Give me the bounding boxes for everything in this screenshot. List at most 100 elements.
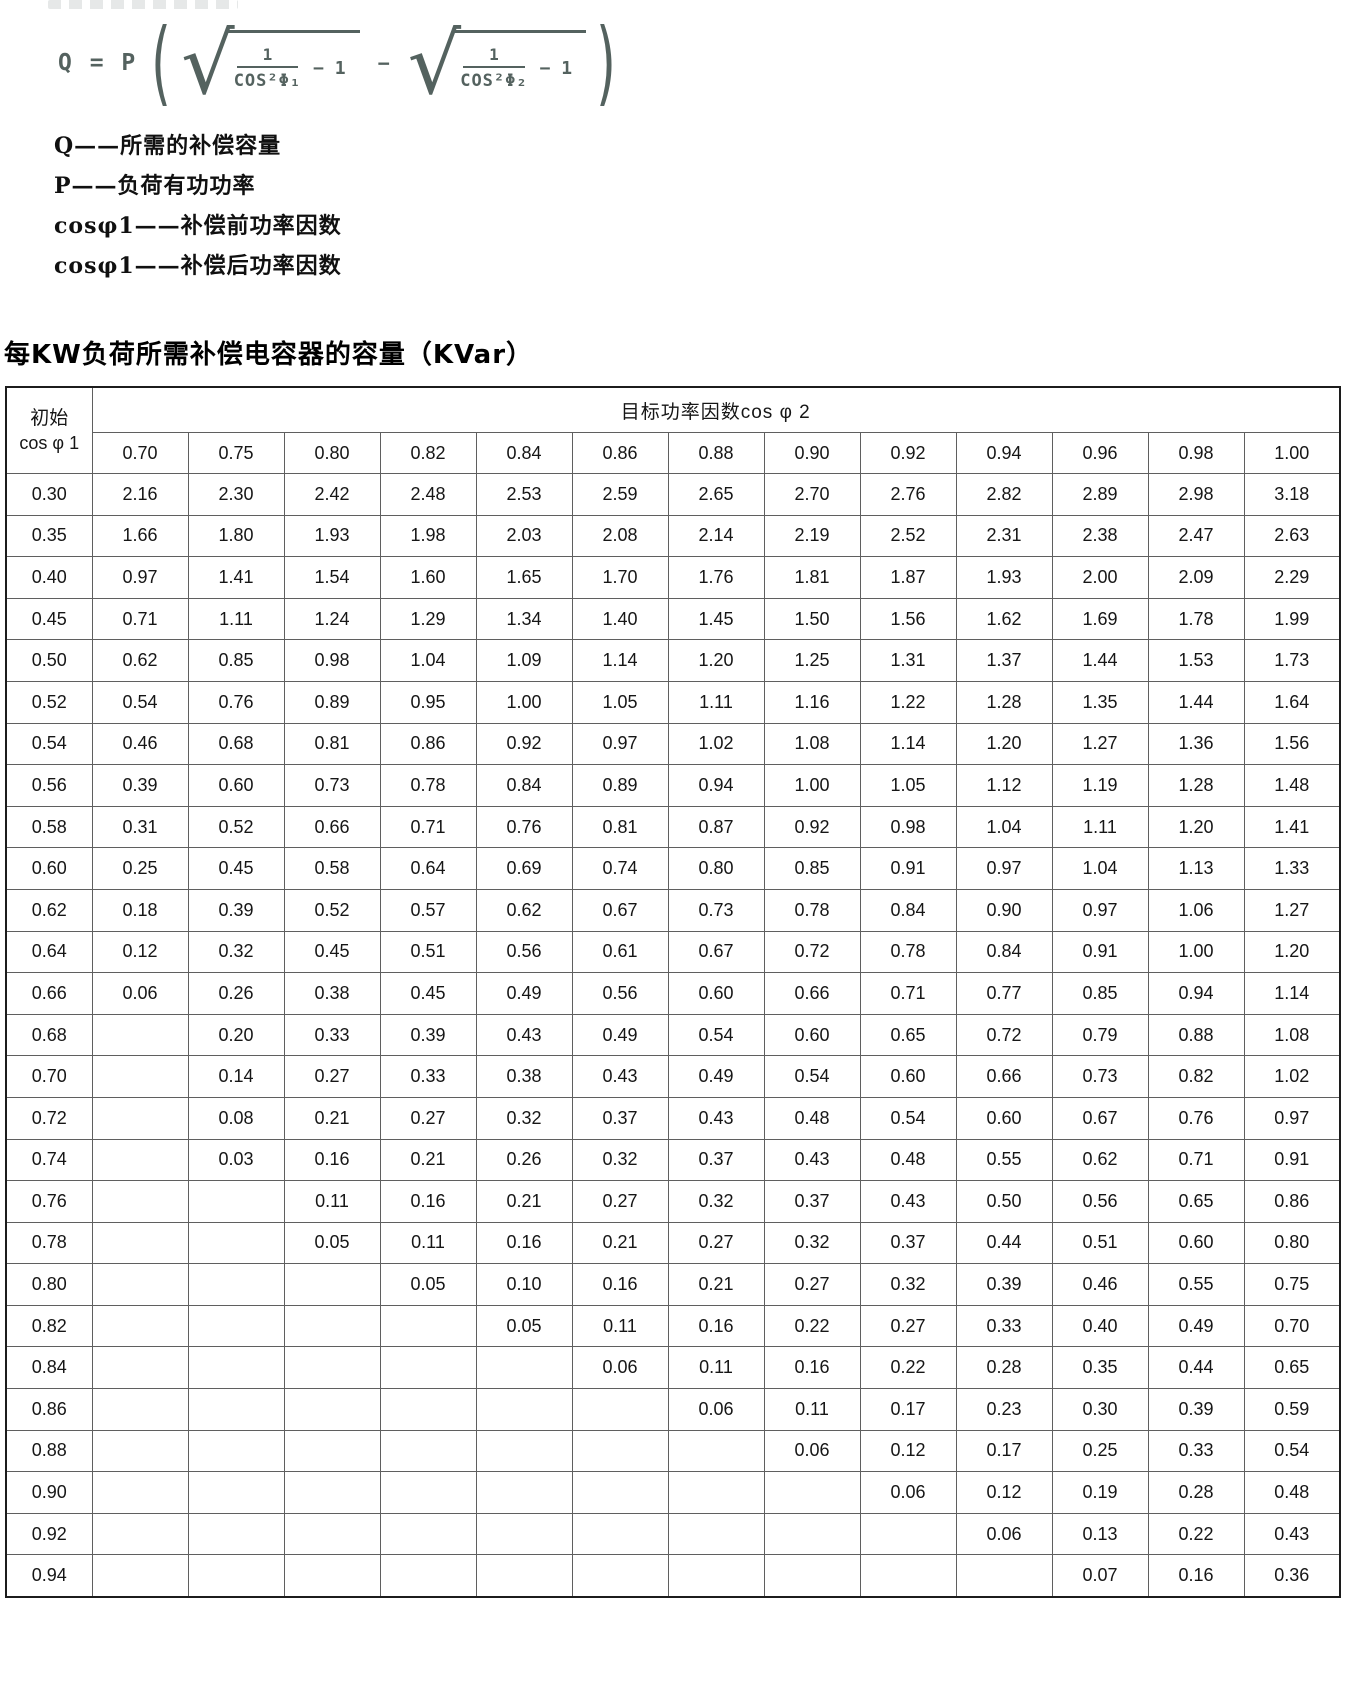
table-cell: 0.36 [1243, 1554, 1341, 1598]
table-cell: 0.84 [475, 764, 573, 807]
table-cell: 0.73 [1051, 1055, 1149, 1098]
table-cell: 0.48 [763, 1096, 861, 1140]
cropped-text-artifact [48, 0, 238, 9]
table-cell: 0.81 [571, 805, 669, 849]
table-cell: 2.03 [475, 514, 573, 558]
table-cell: 2.19 [763, 514, 861, 558]
column-header: 0.98 [1147, 432, 1245, 474]
row-header: 0.62 [5, 888, 93, 932]
table-cell: 2.98 [1147, 473, 1245, 516]
table-cell: 3.18 [1243, 473, 1341, 516]
capacity-table-wrapper: 初始 cos φ 1 目标功率因数cos φ 2 0.70 0.75 0.80 0.82 0.… [5, 386, 1341, 1599]
table-row: 0.60 0.25 0.45 0.58 0.64 0.69 0.74 0.80 0.85 0.91… [5, 847, 1341, 890]
table-cell: 0.91 [1243, 1138, 1341, 1182]
table-cell: 0.97 [1051, 888, 1149, 932]
table-cell: 0.60 [1147, 1221, 1245, 1265]
table-cell [91, 1554, 189, 1598]
table-cell: 0.17 [859, 1388, 957, 1431]
table-cell: 0.74 [571, 847, 669, 890]
table-cell [667, 1429, 765, 1473]
table-cell: 0.59 [1243, 1388, 1341, 1431]
table-cell: 0.16 [475, 1221, 573, 1265]
table-cell [475, 1471, 573, 1514]
open-paren-glyph: ( [151, 9, 172, 116]
table-cell: 1.33 [1243, 847, 1341, 890]
table-cell [571, 1471, 669, 1514]
table-cell: 0.91 [1051, 930, 1149, 974]
table-cell: 0.64 [379, 847, 477, 890]
table-row: 0.50 0.62 0.85 0.98 1.04 1.09 1.14 1.20 1.25 1.31… [5, 639, 1341, 682]
table-cell: 0.37 [763, 1180, 861, 1223]
radical-sign-icon: √ [407, 15, 462, 113]
row-header: 0.64 [5, 930, 93, 974]
table-cell: 1.78 [1147, 597, 1245, 641]
column-header: 0.82 [379, 432, 477, 474]
table-cell: 0.39 [379, 1013, 477, 1057]
table-cell: 0.43 [667, 1096, 765, 1140]
row-header: 0.45 [5, 597, 93, 641]
table-cell: 1.64 [1243, 680, 1341, 724]
table-row: 0.92 0.06 0.13 0.22 0.43 [5, 1512, 1341, 1556]
table-cell: 0.97 [1243, 1096, 1341, 1140]
table-cell: 1.44 [1051, 639, 1149, 682]
target-pf-span-header: 目标功率因数cos φ 2 [91, 386, 1341, 433]
table-cell: 0.44 [1147, 1346, 1245, 1390]
table-cell: 0.16 [379, 1180, 477, 1223]
table-cell: 0.16 [283, 1138, 381, 1182]
table-cell: 1.08 [763, 722, 861, 766]
table-cell: 0.89 [571, 764, 669, 807]
row-header: 0.86 [5, 1388, 93, 1431]
table-cell: 1.56 [859, 597, 957, 641]
table-cell [187, 1263, 285, 1306]
table-cell: 0.23 [955, 1388, 1053, 1431]
table-cell: 1.20 [1147, 805, 1245, 849]
table-cell: 0.26 [187, 972, 285, 1015]
table-cell: 0.71 [379, 805, 477, 849]
table-cell: 0.32 [859, 1263, 957, 1306]
minus-operator: − [377, 51, 390, 75]
row-header: 0.50 [5, 639, 93, 682]
table-cell: 0.20 [187, 1013, 285, 1057]
table-cell: 2.31 [955, 514, 1053, 558]
table-row: 0.40 0.97 1.41 1.54 1.60 1.65 1.70 1.76 1.81 1.87… [5, 556, 1341, 599]
table-cell: 0.27 [571, 1180, 669, 1223]
table-cell: 0.60 [187, 764, 285, 807]
table-cell: 0.67 [1051, 1096, 1149, 1140]
definition-p: P——负荷有功功率 [54, 173, 256, 199]
table-cell: 0.39 [91, 764, 189, 807]
table-cell: 0.25 [1051, 1429, 1149, 1473]
table-cell: 0.69 [475, 847, 573, 890]
table-cell: 0.56 [1051, 1180, 1149, 1223]
table-cell: 0.78 [763, 888, 861, 932]
table-cell: 0.32 [475, 1096, 573, 1140]
table-cell: 0.60 [955, 1096, 1053, 1140]
table-cell: 0.55 [1147, 1263, 1245, 1306]
table-cell: 0.21 [283, 1096, 381, 1140]
table-cell: 0.95 [379, 680, 477, 724]
table-cell: 1.00 [763, 764, 861, 807]
table-row: 0.74 0.03 0.16 0.21 0.26 0.32 0.37 0.43 0.48 0.55… [5, 1138, 1341, 1182]
table-cell [283, 1471, 381, 1514]
table-row: 0.82 0.05 0.11 0.16 0.22 0.27 0.33 0.40 0.49 0.70 [5, 1304, 1341, 1348]
table-row: 0.62 0.18 0.39 0.52 0.57 0.62 0.67 0.73 0.78 0.84… [5, 888, 1341, 932]
table-cell [667, 1471, 765, 1514]
table-cell: 0.45 [283, 930, 381, 974]
row-header: 0.78 [5, 1221, 93, 1265]
column-header: 0.94 [955, 432, 1053, 474]
table-cell: 1.16 [763, 680, 861, 724]
table-cell: 1.98 [379, 514, 477, 558]
table-cell [475, 1554, 573, 1598]
table-cell: 0.52 [187, 805, 285, 849]
table-cell: 0.32 [763, 1221, 861, 1265]
table-cell [571, 1512, 669, 1556]
header-row-1: 初始 cos φ 1 目标功率因数cos φ 2 [5, 386, 1341, 474]
table-cell [91, 1429, 189, 1473]
table-row: 0.30 2.16 2.30 2.42 2.48 2.53 2.59 2.65 2.70 2.76… [5, 473, 1341, 516]
table-cell: 0.06 [763, 1429, 861, 1473]
table-cell: 0.38 [283, 972, 381, 1015]
table-cell: 0.82 [1147, 1055, 1245, 1098]
table-cell: 0.67 [571, 888, 669, 932]
table-cell: 2.70 [763, 473, 861, 516]
table-cell [187, 1180, 285, 1223]
table-cell: 0.98 [283, 639, 381, 682]
